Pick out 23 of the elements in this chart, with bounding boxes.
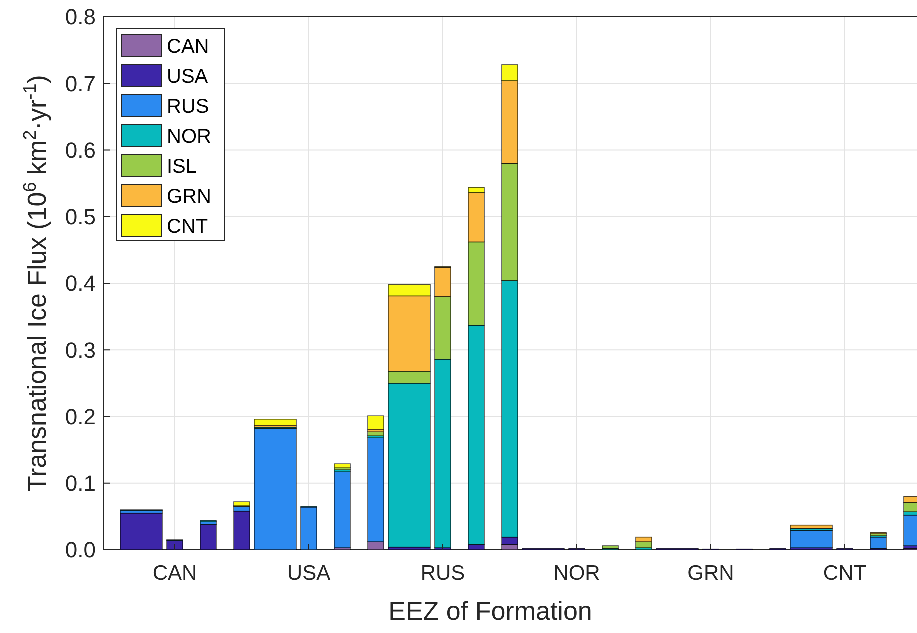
legend-label: CAN bbox=[167, 36, 210, 58]
legend-label: GRN bbox=[167, 186, 212, 208]
x-tick-label: RUS bbox=[420, 562, 466, 585]
y-tick-label: 0.4 bbox=[65, 271, 96, 296]
y-tick-label: 0.6 bbox=[65, 138, 96, 163]
legend-label: RUS bbox=[167, 96, 210, 118]
y-tick-label: 0.8 bbox=[65, 4, 96, 30]
legend-label: NOR bbox=[167, 126, 212, 148]
y-tick-label: 0.1 bbox=[65, 471, 96, 496]
x-tick-label: CNT bbox=[823, 562, 867, 585]
legend-label: ISL bbox=[167, 156, 198, 178]
x-tick-label: GRN bbox=[688, 562, 734, 585]
x-tick-label: NOR bbox=[554, 562, 600, 585]
x-tick-label: CAN bbox=[152, 562, 198, 585]
y-tick-label: 0.2 bbox=[65, 404, 96, 430]
y-tick-label: 0.5 bbox=[65, 204, 96, 230]
y-tick-label: 0.0 bbox=[65, 538, 96, 563]
legend-label: CNT bbox=[167, 216, 208, 238]
y-tick-label: 0.7 bbox=[65, 71, 96, 96]
y-tick-label: 0.3 bbox=[65, 338, 96, 363]
x-axis-title: EEZ of Formation bbox=[388, 596, 592, 626]
x-tick-label: USA bbox=[287, 562, 331, 585]
legend-label: USA bbox=[167, 66, 209, 88]
